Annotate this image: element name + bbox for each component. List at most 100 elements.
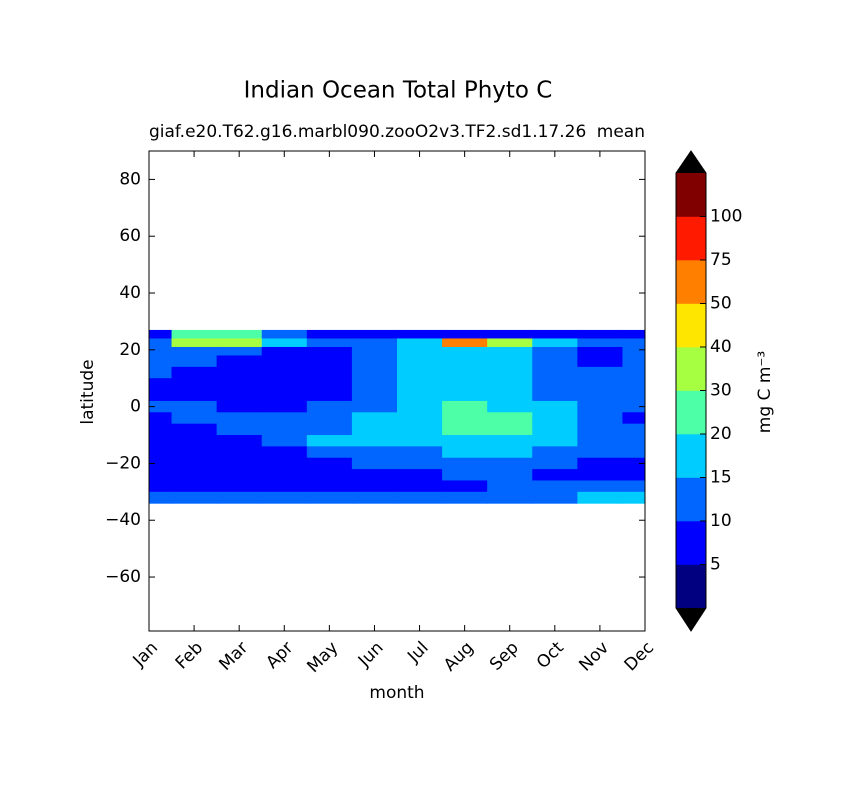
- contour-cell: [171, 412, 218, 425]
- contour-cell: [442, 469, 488, 481]
- contour-cell: [532, 366, 578, 379]
- contour-cell: [577, 435, 623, 447]
- contour-cell: [397, 446, 443, 459]
- contour-cell: [397, 480, 443, 493]
- contour-cell: [171, 446, 218, 459]
- colorbar-tick-label: 15: [710, 468, 732, 488]
- contour-cell: [351, 423, 398, 436]
- y-tick-label: 60: [119, 226, 141, 246]
- contour-cell: [487, 435, 533, 447]
- contour-cell: [171, 389, 218, 402]
- colorbar-tick-label: 5: [710, 555, 721, 575]
- contour-cell: [487, 355, 533, 368]
- contour-cell: [397, 346, 443, 356]
- contour-cell: [442, 491, 488, 504]
- contour-cell: [532, 435, 578, 447]
- x-tick-label: Sep: [486, 638, 523, 675]
- contour-cell: [532, 378, 578, 391]
- contour-cell: [216, 446, 263, 459]
- contour-cell: [487, 389, 533, 402]
- contour-cell: [577, 338, 623, 348]
- contour-cell: [532, 446, 578, 459]
- contour-cell: [149, 355, 173, 368]
- colorbar-tick-label: 10: [710, 511, 732, 531]
- contour-cell: [532, 346, 578, 356]
- x-tick-label: Aug: [440, 638, 478, 676]
- contour-cell: [577, 446, 623, 459]
- contour-cell: [351, 400, 398, 413]
- contour-cell: [351, 389, 398, 402]
- contour-cell: [171, 366, 218, 379]
- contour-cell: [216, 366, 263, 379]
- contour-cell: [351, 446, 398, 459]
- contour-cell: [532, 491, 578, 504]
- contour-cell: [487, 329, 533, 339]
- contour-cell: [216, 338, 263, 348]
- contour-cell: [306, 389, 353, 402]
- colorbar-segment: [676, 347, 706, 391]
- contour-cell: [397, 355, 443, 368]
- contour-cell: [397, 338, 443, 348]
- contour-cell: [487, 400, 533, 413]
- contour-cell: [306, 412, 353, 425]
- contour-cell: [261, 338, 308, 348]
- contour-cell: [577, 412, 623, 425]
- contour-cell: [306, 338, 353, 348]
- contour-cell: [306, 329, 353, 339]
- chart-title: Indian Ocean Total Phyto C: [244, 78, 553, 104]
- contour-cell: [532, 469, 578, 481]
- x-tick-label: Jul: [403, 638, 432, 667]
- contour-cell: [397, 412, 443, 425]
- contour-cell: [261, 457, 308, 470]
- contour-cell: [487, 346, 533, 356]
- contour-cell: [622, 457, 646, 470]
- contour-cell: [216, 329, 263, 339]
- contour-cell: [442, 355, 488, 368]
- contour-cell: [442, 329, 488, 339]
- contour-cell: [306, 480, 353, 493]
- contour-cell: [261, 346, 308, 356]
- contour-cell: [351, 338, 398, 348]
- x-tick-label: Mar: [215, 638, 252, 675]
- y-axis-label: latitude: [78, 359, 98, 424]
- colorbar-segment: [676, 303, 706, 348]
- contour-cell: [306, 346, 353, 356]
- contour-cell: [622, 355, 646, 368]
- x-tick-label: Apr: [262, 638, 297, 673]
- contour-cell: [171, 338, 218, 348]
- colorbar-label: mg C m⁻³: [755, 351, 775, 433]
- contour-cell: [306, 378, 353, 391]
- contour-cell: [487, 457, 533, 470]
- chart-subtitle: giaf.e20.T62.g16.marbl090.zooO2v3.TF2.sd…: [149, 122, 586, 142]
- x-tick-label: Feb: [172, 638, 207, 673]
- contour-cell: [149, 446, 173, 459]
- contour-cell: [622, 435, 646, 447]
- contour-cell: [442, 338, 488, 348]
- contour-cell: [171, 346, 218, 356]
- contour-cell: [487, 480, 533, 493]
- chart-subtitle: mean: [597, 122, 645, 142]
- contour-cell: [397, 457, 443, 470]
- y-tick-label: 40: [119, 283, 141, 303]
- contour-cell: [442, 457, 488, 470]
- contour-cell: [532, 412, 578, 425]
- contour-cell: [622, 346, 646, 356]
- contour-cell: [261, 480, 308, 493]
- colorbar-tick-label: 75: [710, 250, 732, 270]
- colorbar-tick-label: 30: [710, 381, 732, 401]
- contour-cell: [149, 329, 173, 339]
- contour-cell: [442, 346, 488, 356]
- contour-cell: [351, 366, 398, 379]
- contour-cell: [171, 457, 218, 470]
- contour-cell: [442, 378, 488, 391]
- colorbar-segment: [676, 477, 706, 522]
- contour-cell: [622, 366, 646, 379]
- x-tick-label: Dec: [621, 638, 658, 675]
- contour-cell: [171, 480, 218, 493]
- contour-cell: [149, 366, 173, 379]
- contour-cell: [442, 446, 488, 459]
- colorbar-segment: [676, 173, 706, 217]
- contour-cell: [442, 435, 488, 447]
- colorbar-tick-label: 40: [710, 337, 732, 357]
